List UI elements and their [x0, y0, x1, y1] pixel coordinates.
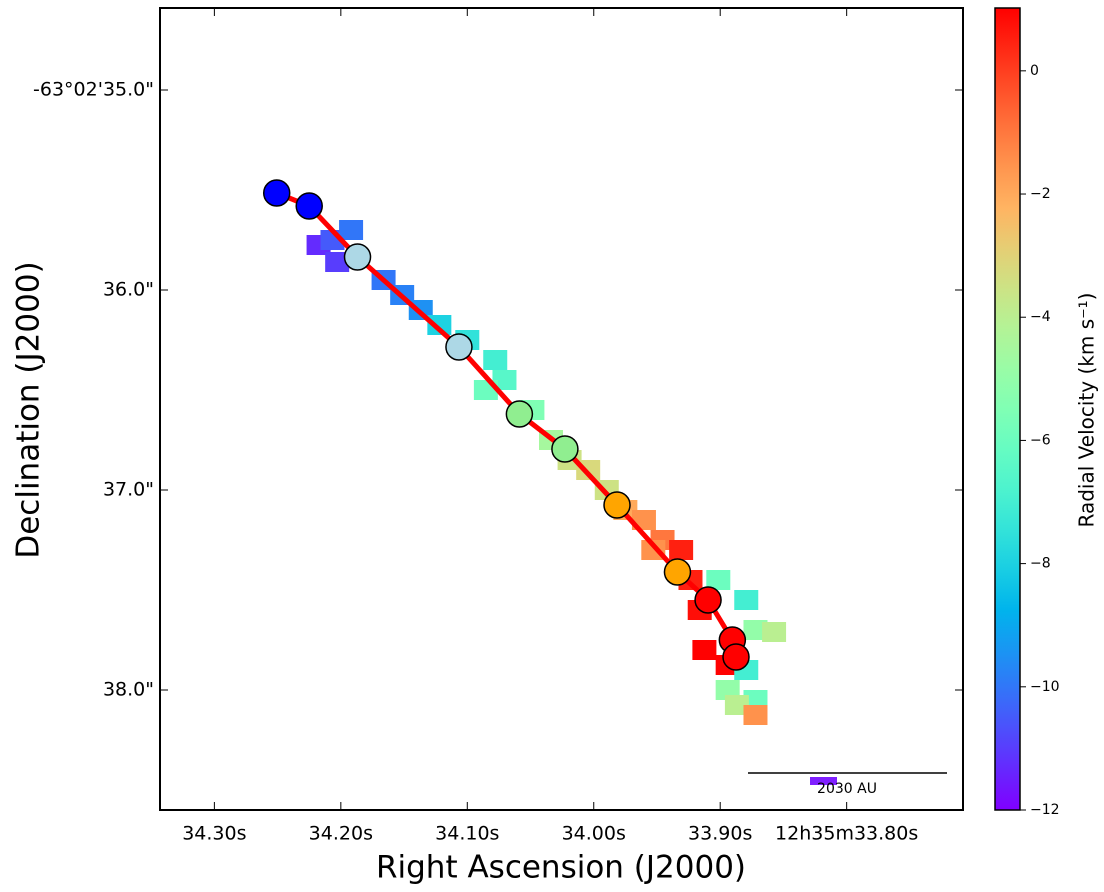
beam — [810, 777, 837, 785]
y-tick-label: 37.0" — [103, 479, 154, 501]
map-cell — [483, 350, 508, 370]
colorbar — [994, 7, 1021, 811]
y-tick-label: -63°02'35.0" — [33, 79, 154, 101]
map-cell — [706, 570, 731, 590]
map-cell — [339, 220, 364, 240]
plot-frame — [159, 7, 964, 811]
map-cell — [669, 540, 694, 560]
map-cell — [762, 622, 787, 642]
point — [694, 586, 722, 614]
colorbar-tick-label: −4 — [1030, 309, 1051, 325]
map-cell — [692, 640, 717, 660]
colorbar-tick-label: −12 — [1030, 802, 1060, 818]
velocity-map — [306, 220, 787, 725]
x-tick-label: 12h35m33.80s — [775, 823, 918, 845]
point — [445, 333, 473, 361]
colorbar-tick-label: −2 — [1030, 186, 1051, 202]
map-cell — [743, 705, 768, 725]
x-tick-label: 34.10s — [435, 823, 499, 845]
point — [262, 179, 291, 207]
y-axis-label: Declination (J2000) — [11, 261, 47, 558]
x-axis-label: Right Ascension (J2000) — [376, 850, 746, 886]
plot-marks — [262, 179, 750, 671]
colorbar-tick-label: −10 — [1030, 679, 1060, 695]
colorbar-tick-label: −6 — [1030, 432, 1051, 448]
colorbar-label: Radial Velocity (km s⁻¹) — [1075, 293, 1099, 528]
map-cell — [492, 370, 517, 390]
point — [603, 491, 631, 519]
y-tick-label: 38.0" — [103, 679, 154, 701]
map-cell — [743, 620, 768, 640]
map-cell — [734, 590, 759, 610]
point — [505, 400, 534, 428]
point — [295, 192, 323, 220]
scale-bar-label: 2030 AU — [817, 781, 877, 797]
map-cell — [724, 695, 749, 715]
point — [551, 435, 579, 463]
colorbar-tick-label: −8 — [1030, 556, 1051, 572]
colorbar-tick-label: 0 — [1030, 63, 1039, 79]
x-tick-label: 34.30s — [182, 823, 246, 845]
point — [343, 243, 372, 271]
map-cell — [427, 315, 452, 335]
x-tick-label: 33.90s — [688, 823, 752, 845]
x-tick-label: 34.00s — [562, 823, 626, 845]
map-cell — [325, 252, 350, 272]
y-tick-label: 36.0" — [103, 279, 154, 301]
x-tick-label: 34.20s — [309, 823, 373, 845]
point — [663, 558, 692, 586]
point — [722, 643, 750, 671]
